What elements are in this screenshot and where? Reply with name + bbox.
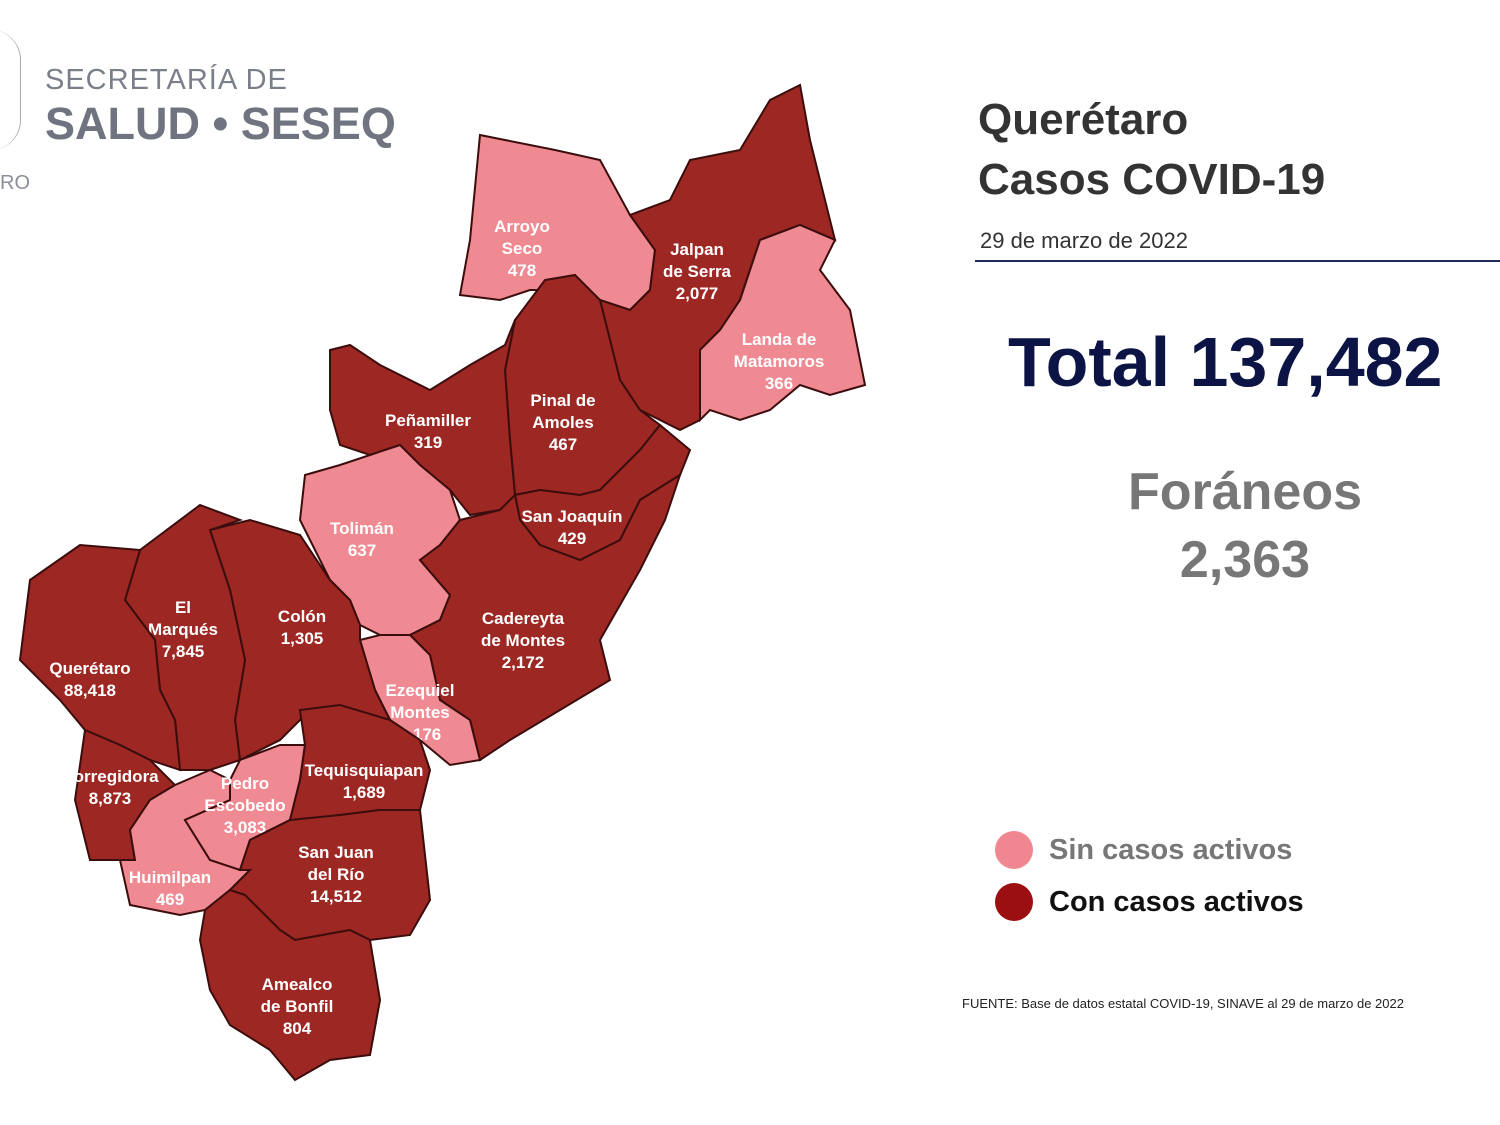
municipality-amealco-de-bonfil: [198, 888, 382, 1082]
foraneos-value: 2,363: [1179, 531, 1311, 589]
municipality-cases-label: 467: [549, 435, 577, 454]
municipality-name-label: Querétaro: [49, 659, 130, 678]
municipality-name-label: Seco: [502, 239, 543, 258]
municipality-name-label: Pedro: [221, 774, 269, 793]
municipality-cases-label: 366: [765, 374, 793, 393]
municipality-cases-label: 804: [283, 1019, 312, 1038]
municipality-cases-label: 3,083: [224, 818, 267, 837]
municipality-cases-label: 1,305: [281, 629, 324, 648]
municipality-name-label: Ezequiel: [386, 681, 455, 700]
legend-item-active: Con casos activos: [995, 876, 1304, 928]
municipality-name-label: de Montes: [481, 631, 565, 650]
queretaro-map: Arroyo Seco 478 Jalpan de Serra 2,077 Landa de…: [18, 83, 867, 1082]
municipality-cases-label: 2,172: [502, 653, 545, 672]
municipality-name-label: Matamoros: [734, 352, 825, 371]
municipality-cases-label: 637: [348, 541, 376, 560]
logo-state-fragment: RO: [0, 172, 30, 194]
foraneos-label: Foráneos: [1127, 463, 1363, 521]
municipality-name-label: Landa de: [742, 330, 817, 349]
report-date: 29 de marzo de 2022: [980, 228, 1188, 253]
municipality-queretaro: [18, 543, 182, 772]
municipality-cases-label: 14,512: [310, 887, 362, 906]
legend-label: Sin casos activos: [1049, 833, 1293, 866]
municipality-cases-label: 8,873: [89, 789, 132, 808]
foraneos: Foráneos 2,363: [1100, 458, 1390, 594]
municipality-name-label: San Juan: [298, 843, 374, 862]
municipality-name-label: Jalpan: [670, 240, 724, 259]
municipality-name-label: de Bonfil: [261, 997, 334, 1016]
municipality-name-label: Tequisquiapan: [305, 761, 424, 780]
page-title: Querétaro Casos COVID-19: [978, 90, 1325, 210]
municipality-name-label: Cadereyta: [482, 609, 565, 628]
municipality-cases-label: 88,418: [64, 681, 116, 700]
title-line1: Querétaro: [978, 95, 1189, 144]
municipality-name-label: Amoles: [532, 413, 593, 432]
municipality-cases-label: 478: [508, 261, 536, 280]
municipality-name-label: Montes: [390, 703, 450, 722]
municipality-name-label: Amealco: [262, 975, 333, 994]
total-cases: Total 137,482: [1008, 323, 1443, 401]
legend-label: Con casos activos: [1049, 885, 1304, 918]
title-line2: Casos COVID-19: [978, 155, 1326, 204]
municipality-name-label: Escobedo: [204, 796, 285, 815]
municipality-name-label: del Río: [308, 865, 365, 884]
logo-line2: SALUD • SESEQ: [45, 98, 396, 149]
municipality-cases-label: 319: [414, 433, 442, 452]
municipality-cases-label: 2,077: [676, 284, 719, 303]
legend-swatch-inactive: [995, 831, 1033, 869]
legend-swatch-active: [995, 883, 1033, 921]
municipality-name-label: Pinal de: [530, 391, 595, 410]
municipality-name-label: El: [175, 598, 191, 617]
legend: Sin casos activos Con casos activos: [995, 824, 1304, 928]
municipality-cases-label: 1,689: [343, 783, 386, 802]
municipality-name-label: Arroyo: [494, 217, 550, 236]
source-note: FUENTE: Base de datos estatal COVID-19, …: [962, 996, 1404, 1011]
municipality-name-label: de Serra: [663, 262, 732, 281]
municipality-name-label: Peñamiller: [385, 411, 471, 430]
municipality-name-label: Tolimán: [330, 519, 394, 538]
municipality-name-label: Colón: [278, 607, 326, 626]
legend-item-inactive: Sin casos activos: [995, 824, 1304, 876]
logo-line1: SECRETARÍA DE: [45, 64, 288, 96]
divider: [975, 260, 1500, 262]
municipality-name-label: San Joaquín: [521, 507, 622, 526]
municipality-cases-label: 429: [558, 529, 586, 548]
municipality-cases-label: 469: [156, 890, 184, 909]
municipality-name-label: Marqués: [148, 620, 218, 639]
municipality-cadereyta-de-montes: [408, 472, 682, 762]
municipality-name-label: Corregidora: [61, 767, 159, 786]
municipality-landa-de-matamoros: [699, 223, 867, 423]
municipality-name-label: Huimilpan: [129, 868, 211, 887]
municipality-cases-label: 7,845: [162, 642, 205, 661]
state-emblem-icon: [0, 30, 21, 150]
